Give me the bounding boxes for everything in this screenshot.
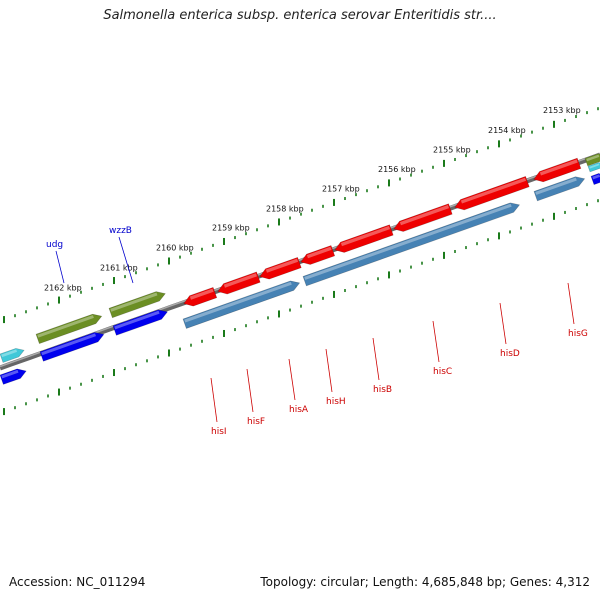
his-gene-arrow-shine [460, 177, 527, 204]
blue-gene-arrow [590, 173, 600, 186]
blue-gene-arrow-shine [1, 369, 19, 379]
operon-bar-shine [184, 281, 292, 323]
blue-gene-arrow-shine [592, 174, 600, 180]
gene-label-hisB: hisB [373, 385, 392, 395]
olive-gene-bar-body [108, 291, 166, 319]
blue-gene-arrow-shine [114, 310, 160, 330]
operon-bar [182, 280, 301, 329]
gene-label-wzzB: wzzB [109, 226, 132, 236]
gene-label-hisI: hisI [211, 427, 227, 437]
his-gene-arrow [393, 203, 453, 232]
cyan-gene-bar [587, 162, 600, 173]
kbp-label: 2160 kbp [156, 244, 194, 253]
operon-bar [302, 202, 521, 287]
his-gene-arrow [454, 176, 530, 211]
his-gene-arrow [217, 271, 261, 295]
his-gene-arrow-shine [340, 225, 391, 247]
cyan-gene-bar-body [0, 348, 25, 363]
kbp-label: 2156 kbp [378, 165, 416, 174]
operon-bar-body [533, 176, 586, 202]
his-gene-arrow-shine [223, 273, 258, 288]
gene-leader-line [288, 358, 296, 401]
blue-gene-arrow-body [0, 368, 27, 385]
map-title: Salmonella enterica subsp. enterica sero… [103, 8, 497, 23]
tick-layer [3, 107, 599, 416]
kbp-label: 2161 kbp [100, 264, 138, 273]
cyan-gene-bar-shine [589, 163, 600, 169]
gene-label-hisH: hisH [326, 397, 346, 407]
kbp-label: 2157 kbp [322, 185, 360, 194]
operon-bar-body [182, 280, 301, 329]
blue-gene-arrow [39, 332, 105, 362]
operon-bar-shine [304, 203, 512, 280]
olive-gene-bar-shine [586, 154, 600, 162]
kbp-label: 2159 kbp [212, 224, 250, 233]
his-gene-arrow-shine [189, 288, 214, 300]
his-gene-arrow [533, 157, 582, 183]
gene-leader-line [432, 320, 440, 363]
blue-gene-arrow-body [590, 173, 600, 186]
gene-leader-line [210, 377, 218, 423]
blue-gene-arrow [0, 368, 27, 385]
olive-gene-bar [108, 291, 166, 319]
his-gene-arrow-body [300, 245, 336, 265]
accession-text: Accession: NC_011294 [9, 575, 146, 589]
his-gene-arrow-shine [399, 205, 450, 226]
blue-gene-arrow-shine [41, 333, 96, 356]
kbp-label: 2162 kbp [44, 283, 82, 292]
his-gene-arrow-shine [265, 258, 299, 273]
his-gene-arrow-body [217, 271, 261, 295]
his-gene-arrow-body [259, 256, 302, 280]
gene-label-hisD: hisD [500, 349, 520, 359]
gene-label-udg: udg [46, 240, 63, 250]
his-gene-arrow [183, 286, 218, 307]
his-gene-arrow-shine [539, 159, 578, 176]
gene-label-hisF: hisF [247, 417, 265, 427]
gene-label-hisA: hisA [289, 405, 309, 415]
his-gene-arrow-body [334, 224, 394, 253]
his-gene-arrow [334, 224, 394, 253]
his-gene-arrow [259, 256, 302, 280]
gene-leader-line [118, 236, 134, 284]
gene-leader-line [499, 302, 507, 345]
olive-gene-bar-shine [110, 292, 158, 312]
kbp-label: 2154 kbp [488, 126, 526, 135]
blue-gene-arrow-body [39, 332, 105, 362]
his-gene-arrow-body [454, 176, 530, 211]
blue-gene-arrow [112, 309, 168, 336]
his-gene-arrow-body [393, 203, 453, 232]
his-gene-arrow-shine [306, 246, 332, 259]
olive-gene-bar [35, 313, 103, 345]
gene-leader-line [246, 368, 254, 413]
olive-gene-bar-body [35, 313, 103, 345]
kbp-label: 2155 kbp [433, 145, 471, 154]
gene-leader-line [372, 337, 380, 381]
olive-gene-bar [584, 153, 600, 167]
gene-label-hisC: hisC [433, 367, 452, 377]
his-gene-arrow-body [183, 286, 218, 307]
olive-gene-bar-body [584, 153, 600, 167]
label-layer: 2153 kbp 2154 kbp 2155 kbp 2156 kbp 2157 kbp… [44, 106, 588, 437]
kbp-label: 2153 kbp [543, 106, 581, 115]
topology-summary: Topology: circular; Length: 4,685,848 bp… [260, 575, 590, 589]
blue-gene-arrow-body [112, 309, 168, 336]
gene-layer [0, 153, 600, 385]
gene-leader-line [55, 250, 65, 284]
cyan-gene-bar-body [587, 162, 600, 173]
kbp-label: 2158 kbp [266, 205, 304, 214]
operon-bar-body [302, 202, 521, 287]
gene-leader-line [567, 282, 575, 325]
cyan-gene-bar-shine [1, 349, 18, 358]
gene-leader-line [325, 348, 333, 393]
his-gene-arrow-body [533, 157, 582, 183]
olive-gene-bar-shine [37, 315, 94, 338]
operon-bar-shine [535, 177, 577, 195]
operon-bar [533, 176, 586, 202]
cyan-gene-bar [0, 348, 25, 363]
his-gene-arrow [300, 245, 336, 265]
gene-label-hisG: hisG [568, 329, 588, 339]
